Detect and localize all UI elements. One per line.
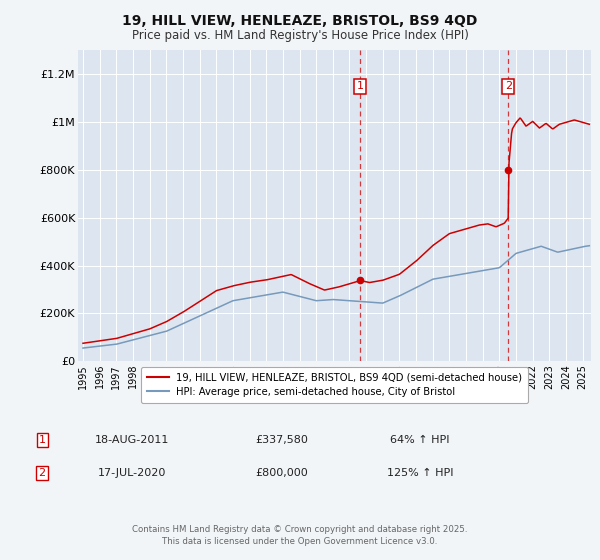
Text: 18-AUG-2011: 18-AUG-2011 xyxy=(95,435,169,445)
Text: 17-JUL-2020: 17-JUL-2020 xyxy=(98,468,166,478)
Text: 1: 1 xyxy=(38,435,46,445)
Text: Contains HM Land Registry data © Crown copyright and database right 2025.
This d: Contains HM Land Registry data © Crown c… xyxy=(132,525,468,546)
Text: 19, HILL VIEW, HENLEAZE, BRISTOL, BS9 4QD: 19, HILL VIEW, HENLEAZE, BRISTOL, BS9 4Q… xyxy=(122,14,478,28)
Text: 2: 2 xyxy=(38,468,46,478)
Text: 2: 2 xyxy=(505,81,512,91)
Text: 64% ↑ HPI: 64% ↑ HPI xyxy=(390,435,450,445)
Text: Price paid vs. HM Land Registry's House Price Index (HPI): Price paid vs. HM Land Registry's House … xyxy=(131,29,469,42)
Legend: 19, HILL VIEW, HENLEAZE, BRISTOL, BS9 4QD (semi-detached house), HPI: Average pr: 19, HILL VIEW, HENLEAZE, BRISTOL, BS9 4Q… xyxy=(141,367,528,403)
Text: £337,580: £337,580 xyxy=(256,435,308,445)
Text: 1: 1 xyxy=(356,81,364,91)
Text: £800,000: £800,000 xyxy=(256,468,308,478)
Text: 125% ↑ HPI: 125% ↑ HPI xyxy=(387,468,453,478)
